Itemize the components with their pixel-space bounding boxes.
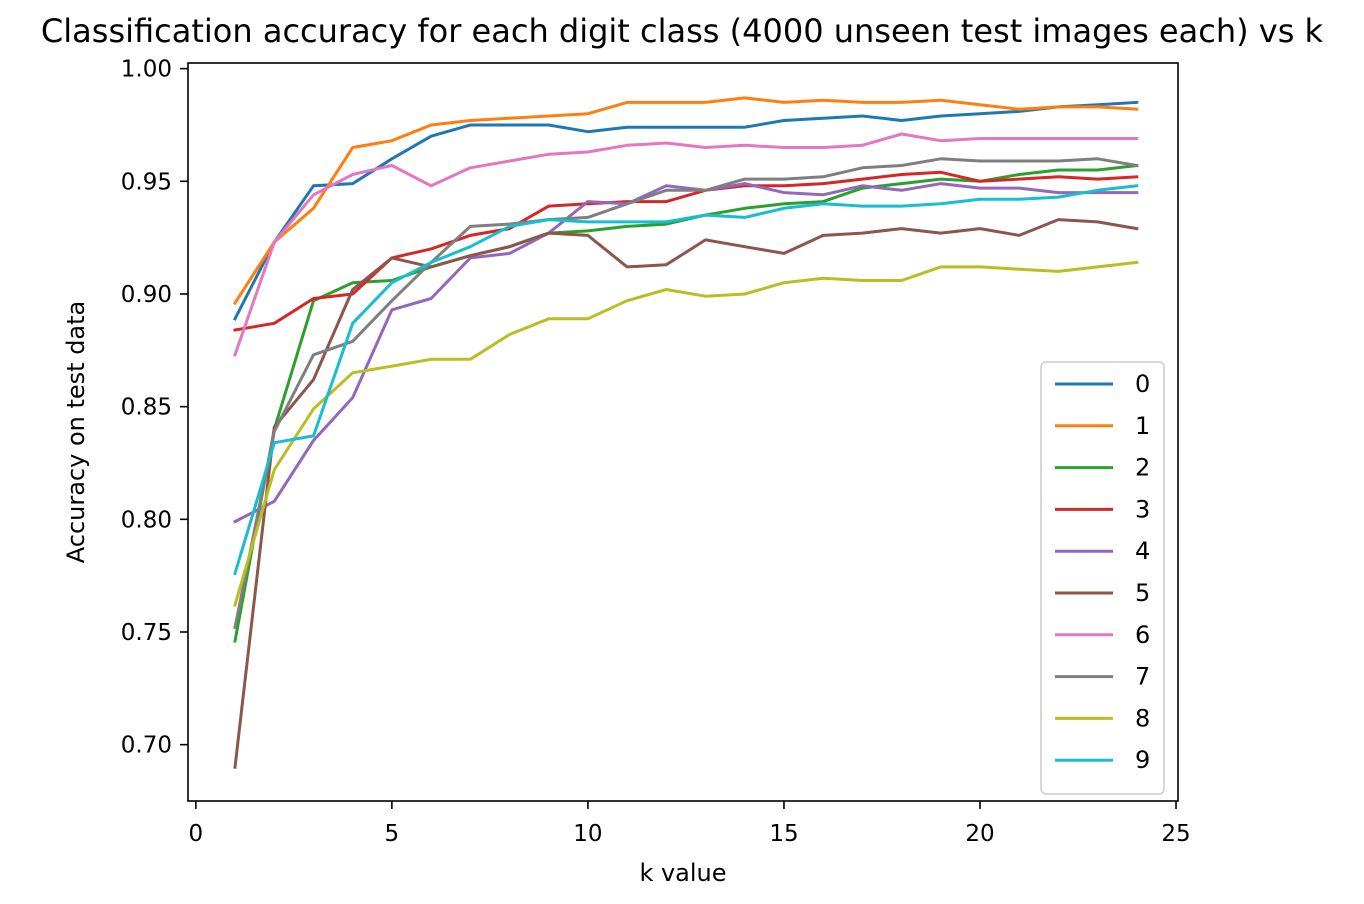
y-tick-label: 1.00 [121, 57, 172, 83]
y-tick-label: 0.90 [121, 282, 172, 308]
y-tick-label: 0.95 [121, 169, 172, 195]
series-line-0 [232, 100, 1139, 321]
series-line-9 [233, 184, 1139, 576]
series-line-4 [232, 182, 1139, 524]
plot-frame [187, 62, 1179, 802]
x-axis: 0 5 10 15 20 25 [189, 801, 1191, 847]
y-tick-label: 0.75 [121, 620, 172, 646]
y-tick-label: 0.80 [121, 507, 172, 533]
series-line-2 [233, 163, 1139, 643]
legend: 0 1 2 3 4 5 6 7 8 9 [1040, 361, 1165, 795]
series-line-7 [233, 157, 1139, 630]
x-tick-label: 20 [965, 821, 994, 847]
series-line-8 [233, 260, 1139, 607]
y-axis-label: Accuracy on test data [62, 301, 90, 564]
x-tick-label: 10 [573, 821, 602, 847]
x-tick-label: 25 [1161, 821, 1190, 847]
series-layer [232, 96, 1139, 769]
legend-label-8: 8 [1135, 704, 1150, 732]
y-tick-label: 0.85 [121, 395, 172, 421]
chart-title: Classification accuracy for each digit c… [40, 12, 1324, 50]
legend-label-1: 1 [1135, 412, 1150, 440]
y-tick-label: 0.70 [121, 733, 172, 759]
legend-label-0: 0 [1135, 370, 1150, 398]
legend-label-7: 7 [1135, 663, 1150, 691]
legend-label-4: 4 [1135, 537, 1150, 565]
series-line-5 [233, 218, 1139, 769]
series-line-6 [233, 132, 1139, 357]
legend-label-3: 3 [1135, 495, 1150, 523]
series-line-1 [232, 96, 1139, 306]
x-tick-label: 0 [189, 821, 204, 847]
legend-label-6: 6 [1135, 621, 1150, 649]
legend-label-2: 2 [1135, 454, 1150, 482]
legend-box [1040, 361, 1165, 795]
y-axis: 0.70 0.75 0.80 0.85 0.90 0.95 1.00 [121, 57, 188, 759]
x-tick-label: 15 [769, 821, 798, 847]
legend-label-9: 9 [1135, 746, 1150, 774]
legend-label-5: 5 [1135, 579, 1150, 607]
x-tick-label: 5 [385, 821, 400, 847]
x-axis-label: k value [639, 859, 726, 887]
